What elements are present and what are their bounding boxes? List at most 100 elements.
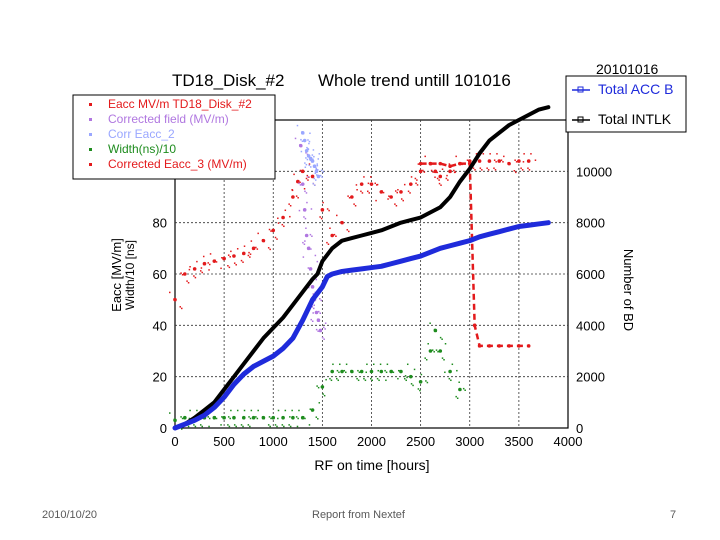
data-point <box>312 312 314 314</box>
data-point <box>450 379 452 382</box>
data-point <box>271 228 276 233</box>
legend-label: Corr Eacc_2 <box>108 127 175 141</box>
x-tick-label: 1000 <box>259 434 288 449</box>
data-point <box>181 428 183 430</box>
data-point <box>175 420 177 422</box>
data-point <box>345 363 348 366</box>
y2-tick-label: 4000 <box>576 318 605 333</box>
data-point <box>306 154 311 158</box>
data-point <box>409 182 413 186</box>
data-point <box>247 254 250 257</box>
data-point <box>307 176 309 178</box>
data-point <box>443 359 445 361</box>
data-point <box>420 373 423 376</box>
data-point <box>313 177 315 180</box>
data-point <box>337 379 340 382</box>
data-point <box>268 416 271 418</box>
data-point <box>180 416 182 418</box>
data-point <box>300 182 305 186</box>
data-point <box>330 369 335 374</box>
legend-left-box <box>72 94 276 180</box>
legend-marker <box>89 103 92 106</box>
data-point <box>235 425 237 428</box>
data-point <box>397 369 400 372</box>
data-point <box>322 326 325 329</box>
data-point <box>274 236 277 239</box>
data-point <box>208 425 210 428</box>
data-point <box>367 190 369 193</box>
data-point <box>441 357 444 359</box>
data-point <box>311 154 314 156</box>
data-point <box>247 424 250 426</box>
data-point <box>309 132 311 135</box>
data-point <box>310 174 315 179</box>
data-point <box>323 338 325 340</box>
data-point <box>313 304 315 306</box>
data-point <box>320 217 323 220</box>
data-point <box>424 357 426 359</box>
data-point <box>257 232 259 235</box>
legend-label: Total ACC B <box>598 81 673 97</box>
data-point <box>169 291 171 294</box>
legend-marker <box>577 86 584 93</box>
data-point <box>458 387 462 392</box>
data-point <box>374 182 376 185</box>
x-tick-label: 500 <box>213 434 235 449</box>
legend-right-box <box>565 75 687 133</box>
data-point <box>233 262 236 264</box>
series-total-acc-b <box>172 220 551 431</box>
data-point <box>472 167 475 169</box>
data-point <box>194 276 197 279</box>
data-point <box>318 402 321 404</box>
data-point <box>369 182 374 186</box>
data-point <box>232 254 236 258</box>
data-point <box>523 153 525 155</box>
data-point <box>267 247 270 249</box>
data-point <box>412 384 414 387</box>
data-point <box>296 124 299 127</box>
data-point <box>515 171 517 174</box>
data-point <box>180 272 182 274</box>
data-point <box>297 180 300 182</box>
data-point <box>193 424 195 426</box>
data-point <box>409 192 411 194</box>
data-point <box>448 169 452 174</box>
data-point <box>256 248 259 250</box>
data-point <box>462 387 465 390</box>
data-point <box>297 417 299 420</box>
data-point <box>503 155 505 158</box>
data-point <box>353 203 355 205</box>
data-point <box>215 417 218 420</box>
data-point <box>493 159 496 161</box>
data-point <box>230 409 232 412</box>
data-point <box>432 171 434 173</box>
data-point <box>229 256 231 258</box>
data-point <box>520 167 522 169</box>
legend-marker <box>89 148 92 151</box>
data-point <box>493 167 495 169</box>
data-point <box>183 415 187 420</box>
chart-subtitle: TD18_Disk_#2 <box>172 71 284 90</box>
data-point <box>394 190 397 192</box>
data-point <box>526 159 531 163</box>
data-point <box>317 310 320 313</box>
data-point <box>444 343 447 345</box>
data-point <box>376 377 379 380</box>
data-point <box>318 153 321 155</box>
data-point <box>186 280 188 282</box>
data-point <box>474 169 476 171</box>
data-point <box>373 363 375 366</box>
y2-tick-label: 0 <box>576 421 583 436</box>
data-point <box>438 174 443 179</box>
series-line <box>172 220 551 431</box>
data-point <box>308 163 311 165</box>
data-point <box>311 161 313 163</box>
data-point <box>361 192 364 194</box>
data-point <box>445 177 448 180</box>
data-point <box>321 336 324 339</box>
data-point <box>284 409 287 412</box>
data-point <box>311 320 314 322</box>
data-point <box>240 259 243 262</box>
data-point <box>437 351 439 353</box>
